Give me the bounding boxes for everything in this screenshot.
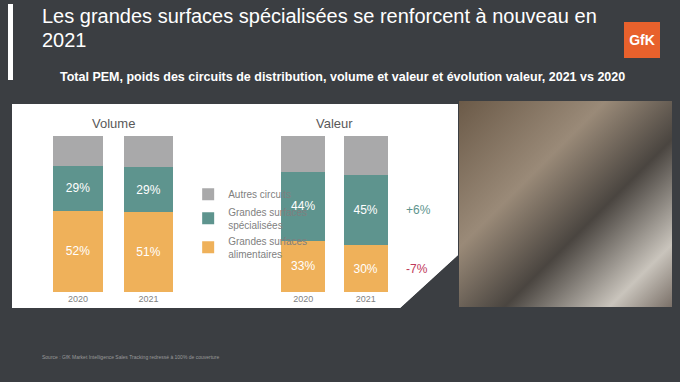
svg-text:51%: 51% — [136, 245, 160, 259]
svg-text:45%: 45% — [354, 203, 378, 217]
svg-text:Autres circuits: Autres circuits — [228, 189, 291, 200]
html-text:Total PEM, poids des circuits: Total PEM, poids des circuits de distrib… — [60, 70, 626, 84]
svg-text:2020: 2020 — [68, 294, 88, 304]
svg-text:Grandes surfacesspécialisées: Grandes surfacesspécialisées — [228, 207, 307, 231]
svg-text:Grandes surfacesalimentaires: Grandes surfacesalimentaires — [228, 236, 307, 260]
svg-text:-7%: -7% — [406, 262, 428, 276]
html-text:Source : GfK Market Intelligen: Source : GfK Market Intelligence Sales T… — [42, 354, 220, 360]
svg-text:2021: 2021 — [138, 294, 158, 304]
svg-text:29%: 29% — [66, 181, 90, 195]
svg-text:+6%: +6% — [406, 203, 431, 217]
svg-text:52%: 52% — [66, 244, 90, 258]
svg-text:33%: 33% — [291, 259, 315, 273]
svg-text:Valeur: Valeur — [316, 116, 353, 131]
html-text:GfK: GfK — [629, 32, 655, 48]
svg-text:2020: 2020 — [293, 294, 313, 304]
svg-text:30%: 30% — [354, 262, 378, 276]
svg-text:2021: 2021 — [356, 294, 376, 304]
html-text:Les grandes surfaces spécialis: Les grandes surfaces spécialisées se ren… — [42, 5, 597, 51]
svg-text:Volume: Volume — [92, 116, 135, 131]
svg-text:29%: 29% — [136, 183, 160, 197]
